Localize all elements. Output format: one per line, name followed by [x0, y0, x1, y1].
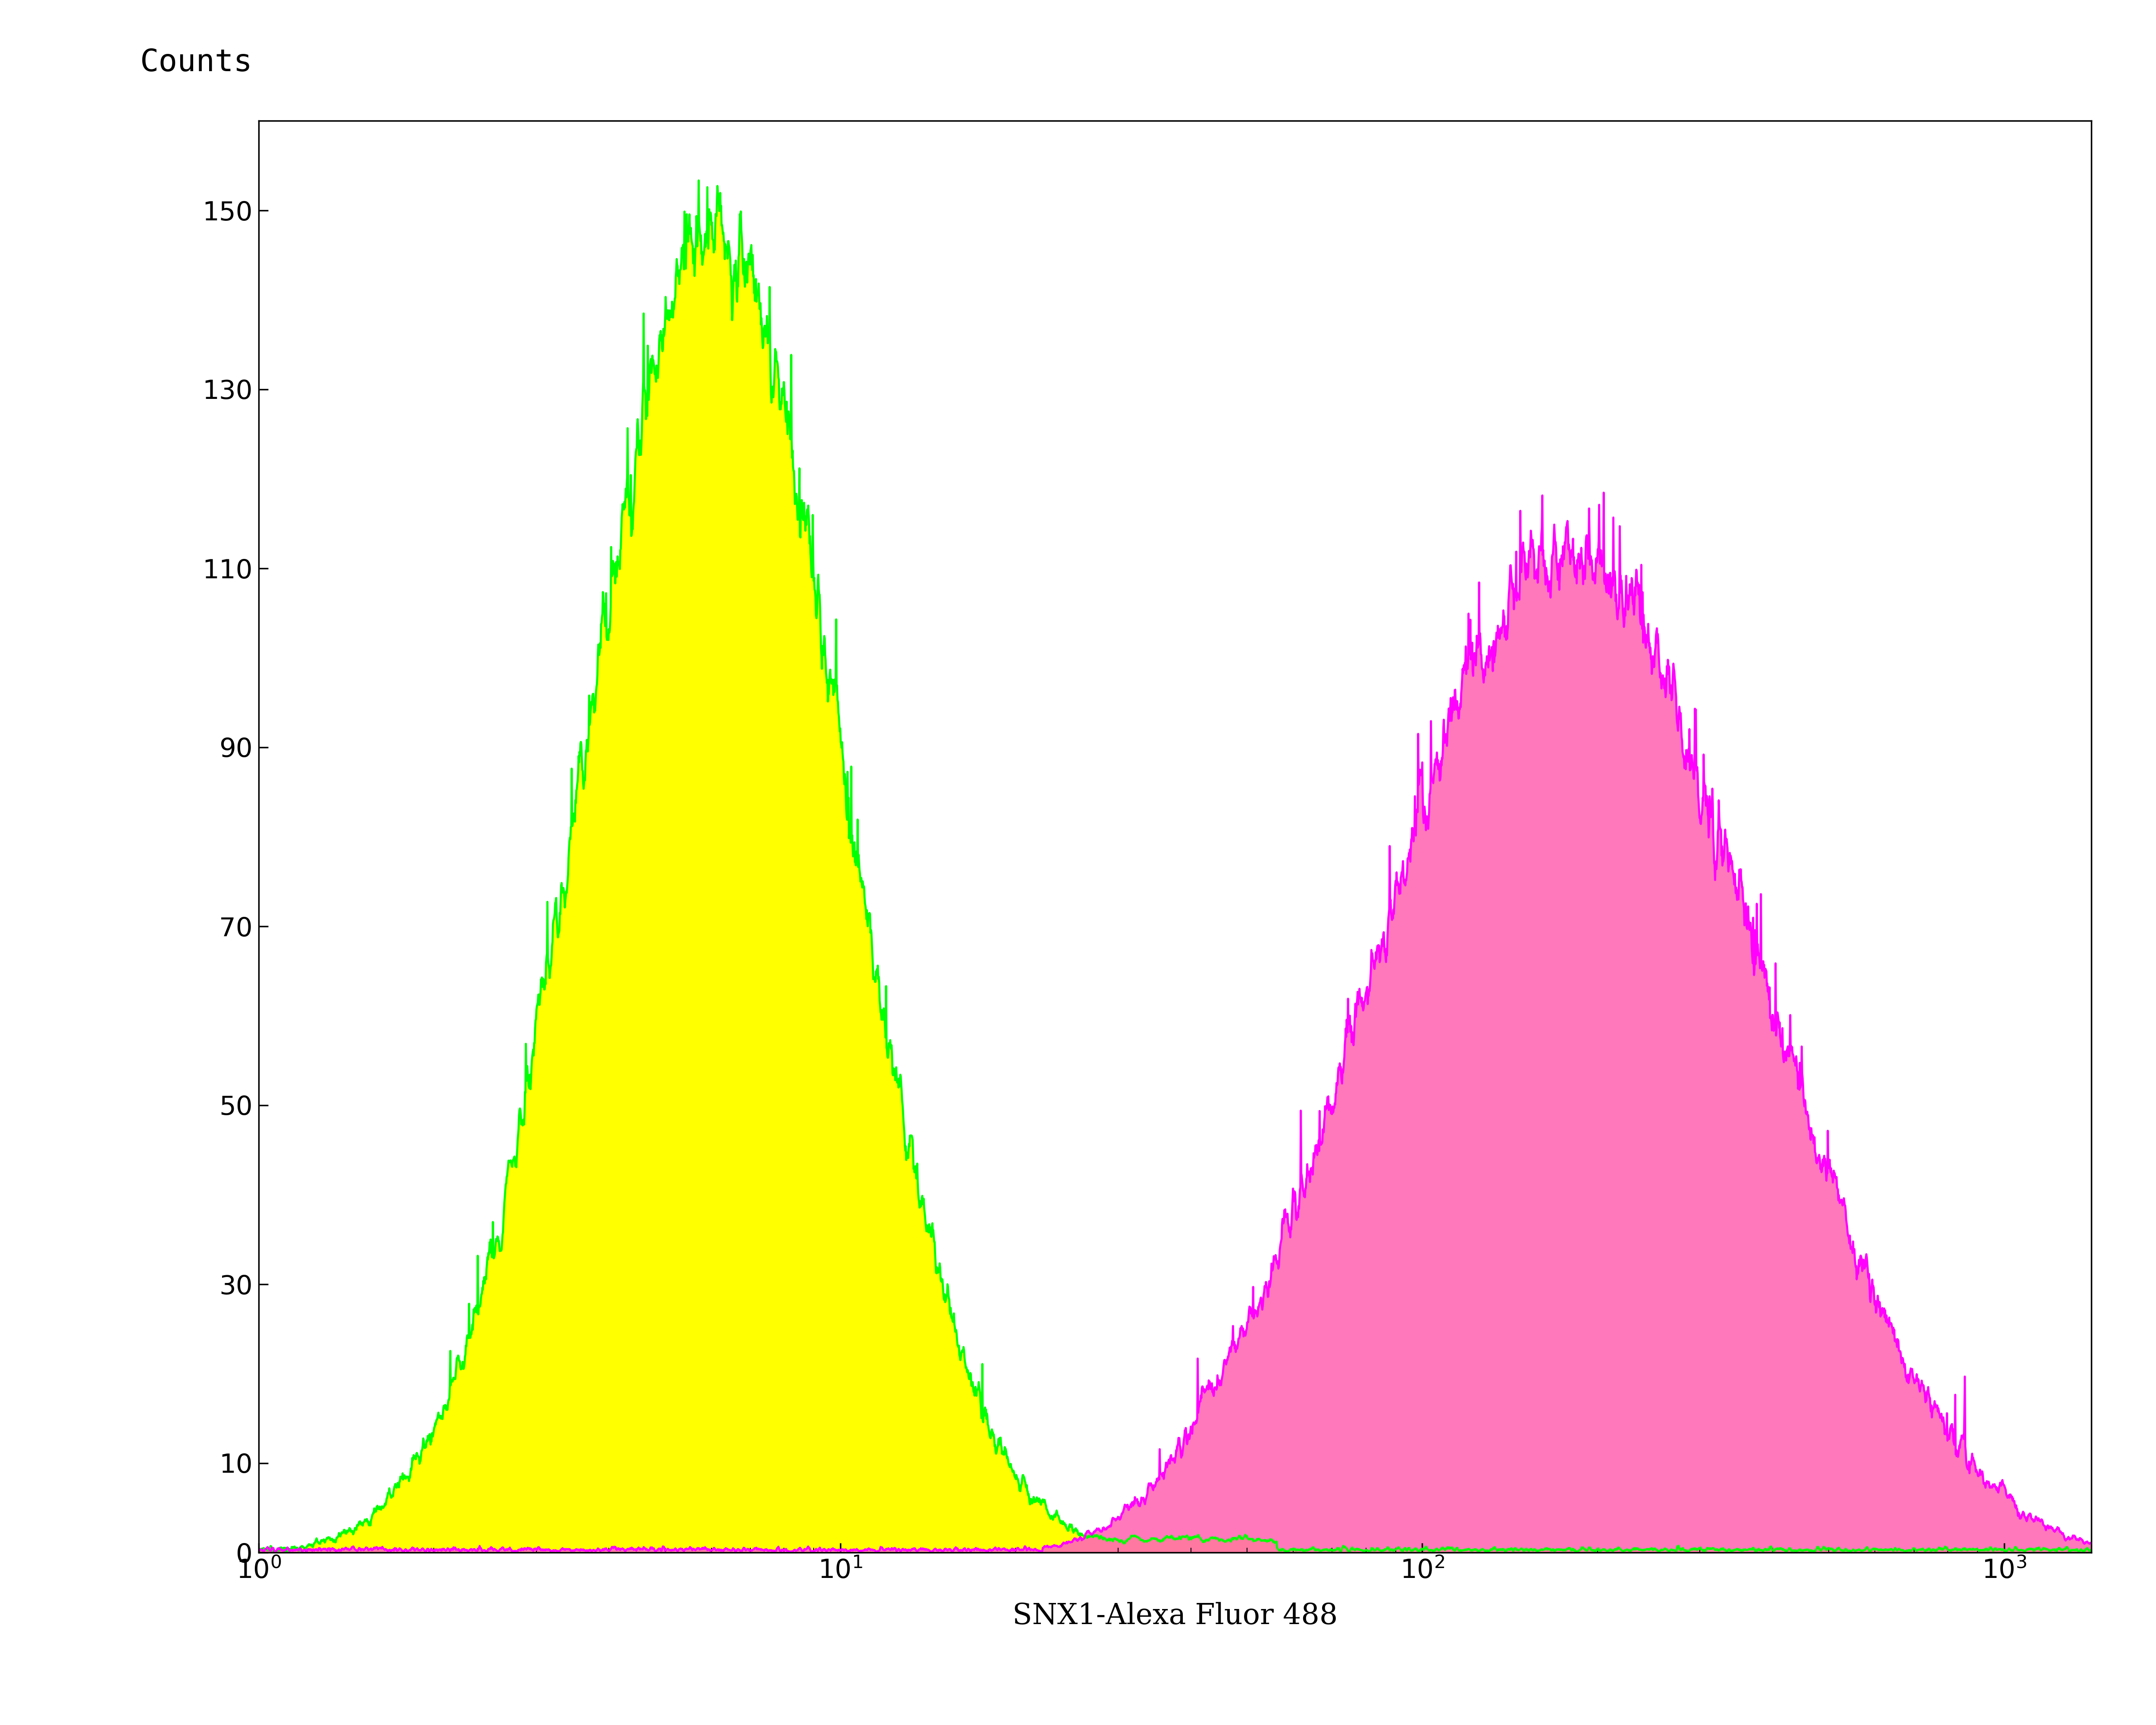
X-axis label: SNX1-Alexa Fluor 488: SNX1-Alexa Fluor 488	[1013, 1603, 1337, 1630]
Text: Counts: Counts	[140, 48, 252, 78]
